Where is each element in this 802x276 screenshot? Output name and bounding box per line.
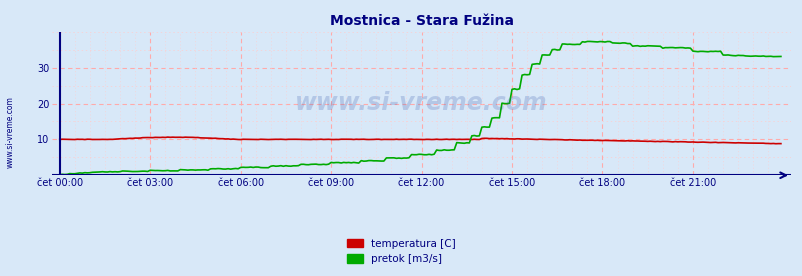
Title: Mostnica - Stara Fužina: Mostnica - Stara Fužina: [329, 14, 513, 28]
Legend: temperatura [C], pretok [m3/s]: temperatura [C], pretok [m3/s]: [342, 235, 460, 268]
Text: www.si-vreme.com: www.si-vreme.com: [295, 92, 547, 115]
Text: www.si-vreme.com: www.si-vreme.com: [6, 97, 15, 168]
